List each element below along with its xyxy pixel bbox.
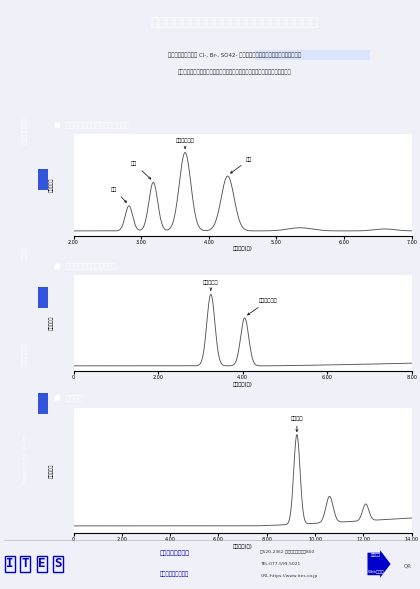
Text: 真実を探求する: 真実を探求する [22, 341, 28, 366]
Text: TEL:077-599-5021: TEL:077-599-5021 [260, 562, 301, 566]
Text: 品質技術: 品質技術 [22, 246, 28, 260]
Text: 〒520-2362 滋賀県野洲市三宅800: 〒520-2362 滋賀県野洲市三宅800 [260, 550, 315, 554]
Bar [38, 393, 48, 414]
Text: 千酸: 千酸 [231, 157, 252, 173]
Text: S: S [54, 557, 61, 571]
X-axis label: 保持時間(分): 保持時間(分) [233, 382, 252, 386]
Text: メタクリル酸: メタクリル酸 [247, 298, 277, 315]
Text: T: T [22, 557, 29, 571]
Text: 電気伝導度: 電気伝導度 [49, 177, 54, 192]
Text: 株式会社アイテス: 株式会社アイテス [160, 550, 189, 556]
Text: ■  乳酸、酢酸、プロピオン酸、千酸: ■ 乳酸、酢酸、プロピオン酸、千酸 [54, 121, 129, 128]
Text: アクリル酸: アクリル酸 [203, 280, 219, 290]
Text: 分析事例として低分子有機酸を陰イオン交換モードで測定した例を示します。: 分析事例として低分子有機酸を陰イオン交換モードで測定した例を示します。 [177, 69, 291, 75]
Text: 品質情報: 品質情報 [371, 553, 381, 557]
Text: ■  アクリル酸、メタクリル酸: ■ アクリル酸、メタクリル酸 [54, 262, 116, 269]
Bar [38, 287, 48, 308]
Text: 電気伝導度: 電気伝導度 [49, 316, 54, 330]
FancyBboxPatch shape [255, 49, 370, 60]
Text: 酢酸: 酢酸 [131, 161, 151, 179]
Text: ■  安息香酸: ■ 安息香酸 [54, 395, 82, 402]
Text: 株式会社アイテス: 株式会社アイテス [22, 115, 28, 144]
Text: 品　質　技　術　部: 品 質 技 術 部 [160, 571, 189, 577]
FancyArrow shape [368, 550, 391, 578]
Text: イオンクロマトによる低分子有機酸の分析事例: イオンクロマトによる低分子有機酸の分析事例 [150, 15, 318, 29]
Bar [38, 169, 48, 190]
Text: E: E [38, 557, 45, 571]
X-axis label: 保持時間(分): 保持時間(分) [233, 246, 252, 251]
Text: QR: QR [403, 563, 412, 568]
X-axis label: 保持時間(分): 保持時間(分) [233, 544, 252, 548]
Text: Webサイト: Webサイト [368, 570, 384, 574]
Text: I: I [6, 557, 13, 571]
Text: 電気伝導度: 電気伝導度 [49, 463, 54, 478]
Text: プロピオン酸: プロピオン酸 [176, 138, 194, 148]
Text: Passion for Truth: Passion for Truth [23, 435, 28, 484]
Text: 乳酸: 乳酸 [111, 187, 126, 203]
Text: イオンクロマトでは Cl-, Br-, SO42- 以外にも、一部の有機物を検出できます。: イオンクロマトでは Cl-, Br-, SO42- 以外にも、一部の有機物を検出… [168, 52, 301, 58]
Text: 安息香酸: 安息香酸 [291, 415, 303, 432]
Text: URL:https://www.ites.co.jp: URL:https://www.ites.co.jp [260, 574, 318, 578]
